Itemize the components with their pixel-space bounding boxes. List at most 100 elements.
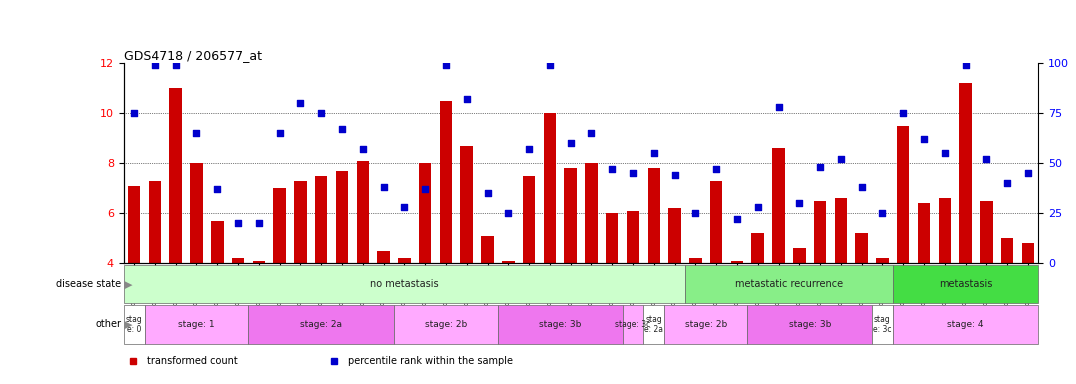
Point	[271, 130, 288, 136]
Bar	[1001, 238, 1014, 263]
Bar	[813, 200, 826, 263]
Point	[978, 156, 995, 162]
Bar	[626, 210, 639, 263]
Text: disease state: disease state	[56, 279, 122, 289]
Bar	[336, 170, 349, 263]
Text: stage: 3c: stage: 3c	[615, 320, 651, 329]
Bar	[543, 113, 556, 263]
Bar	[918, 203, 931, 263]
Point	[604, 166, 621, 172]
Point	[334, 126, 351, 132]
Point	[686, 210, 704, 216]
Point	[770, 104, 788, 110]
Text: percentile rank within the sample: percentile rank within the sample	[348, 356, 513, 366]
Point	[188, 130, 206, 136]
Point	[437, 62, 454, 68]
Text: stag
e: 3c: stag e: 3c	[874, 315, 892, 334]
Bar	[440, 101, 452, 263]
Point	[313, 110, 330, 116]
Point	[374, 184, 392, 190]
Bar	[273, 188, 286, 263]
Text: GDS4718 / 206577_at: GDS4718 / 206577_at	[124, 49, 261, 62]
Bar	[148, 180, 161, 263]
Bar	[144, 305, 249, 344]
Point	[1019, 170, 1036, 176]
Bar	[231, 258, 244, 263]
Bar	[731, 260, 744, 263]
Bar	[751, 233, 764, 263]
Point	[999, 180, 1016, 186]
Point	[853, 184, 870, 190]
Text: stage: 3b: stage: 3b	[539, 320, 581, 329]
Point	[541, 62, 558, 68]
Bar	[710, 180, 722, 263]
Bar	[664, 305, 748, 344]
Bar	[523, 176, 536, 263]
Bar	[1022, 243, 1034, 263]
Text: metastatic recurrence: metastatic recurrence	[735, 279, 843, 289]
Bar	[893, 305, 1038, 344]
Bar	[748, 305, 872, 344]
Point	[499, 210, 516, 216]
Bar	[668, 208, 681, 263]
Bar	[938, 198, 951, 263]
Point	[479, 190, 496, 196]
Point	[583, 130, 600, 136]
Bar	[835, 198, 847, 263]
Point	[728, 216, 746, 222]
Point	[458, 96, 476, 103]
Bar	[689, 258, 702, 263]
Bar	[876, 258, 889, 263]
Point	[832, 156, 849, 162]
Point	[251, 220, 268, 226]
Text: no metastasis: no metastasis	[370, 279, 439, 289]
Bar	[170, 88, 182, 263]
Point	[749, 204, 766, 210]
Text: stage: 1: stage: 1	[179, 320, 215, 329]
Text: other: other	[96, 319, 122, 329]
Bar	[481, 235, 494, 263]
Bar	[980, 200, 992, 263]
Text: stage: 2b: stage: 2b	[425, 320, 467, 329]
Bar	[378, 250, 390, 263]
Bar	[190, 163, 202, 263]
Bar	[643, 305, 664, 344]
Point	[957, 62, 974, 68]
Point	[666, 172, 683, 178]
Bar	[623, 305, 643, 344]
Bar	[960, 83, 972, 263]
Point	[562, 140, 579, 146]
Point	[126, 110, 143, 116]
Point	[146, 62, 164, 68]
Bar	[606, 213, 619, 263]
Point	[936, 150, 953, 156]
Bar	[419, 163, 431, 263]
Text: stage: 4: stage: 4	[947, 320, 983, 329]
Point	[167, 62, 184, 68]
Bar	[211, 220, 224, 263]
Bar	[398, 258, 411, 263]
Point	[916, 136, 933, 142]
Bar	[793, 248, 806, 263]
Bar	[773, 148, 784, 263]
Point	[396, 204, 413, 210]
Point	[229, 220, 246, 226]
Bar	[502, 260, 514, 263]
Bar	[124, 265, 685, 303]
Bar	[315, 176, 327, 263]
Bar	[897, 126, 909, 263]
Bar	[648, 168, 660, 263]
Point	[521, 146, 538, 152]
Bar	[585, 163, 597, 263]
Bar	[461, 146, 473, 263]
Bar	[128, 186, 140, 263]
Point	[708, 166, 725, 172]
Bar	[872, 305, 893, 344]
Text: metastasis: metastasis	[939, 279, 992, 289]
Bar	[893, 265, 1038, 303]
Text: stage: 2a: stage: 2a	[300, 320, 342, 329]
Point	[624, 170, 641, 176]
Text: ▶: ▶	[124, 319, 132, 329]
Bar	[498, 305, 623, 344]
Bar	[565, 168, 577, 263]
